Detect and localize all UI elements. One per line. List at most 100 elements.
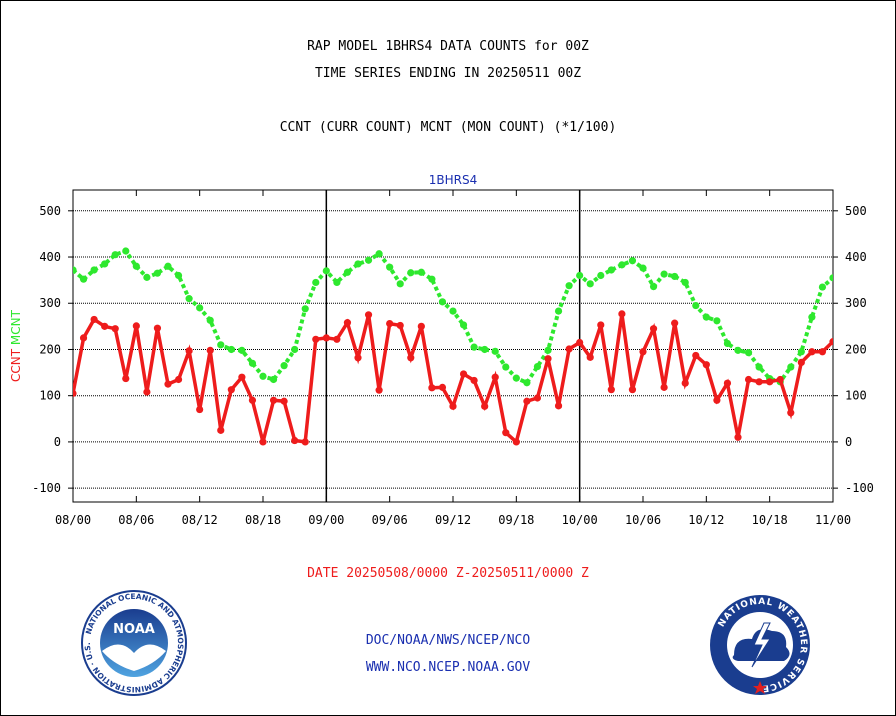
series-line-ccnt bbox=[73, 313, 833, 446]
data-point-ccnt bbox=[174, 375, 183, 384]
nws-logo: NATIONAL WEATHER SERVICE bbox=[710, 595, 810, 695]
y-tick-label-left: 400 bbox=[39, 250, 61, 264]
data-point-mcnt bbox=[79, 275, 88, 283]
data-point-ccnt bbox=[723, 379, 732, 387]
data-point-ccnt bbox=[618, 310, 626, 318]
data-point-mcnt bbox=[607, 266, 615, 274]
chart-title-line2: TIME SERIES ENDING IN 20250511 00Z bbox=[314, 66, 582, 81]
x-tick-label: 10/06 bbox=[625, 513, 661, 527]
plot-area bbox=[72, 189, 834, 503]
data-point-ccnt bbox=[502, 429, 510, 437]
data-point-mcnt bbox=[512, 374, 520, 382]
data-point-ccnt bbox=[829, 338, 833, 346]
data-point-mcnt bbox=[354, 260, 362, 268]
data-point-mcnt bbox=[523, 379, 531, 387]
data-point-ccnt bbox=[79, 334, 88, 342]
chart-title-line3: CCNT (CURR COUNT) MCNT (MON COUNT) (*1/1… bbox=[279, 120, 617, 135]
data-point-ccnt bbox=[364, 311, 373, 319]
data-point-mcnt bbox=[90, 266, 98, 274]
data-point-mcnt bbox=[312, 278, 320, 287]
data-point-ccnt bbox=[206, 346, 214, 354]
data-point-ccnt bbox=[354, 354, 362, 362]
y-tick-label-right: 500 bbox=[845, 204, 867, 218]
data-point-ccnt bbox=[597, 321, 605, 329]
data-point-mcnt bbox=[280, 362, 288, 370]
x-tick-label: 08/06 bbox=[118, 513, 154, 527]
date-range-label: DATE 20250508/0000 Z-20250511/0000 Z bbox=[307, 566, 589, 581]
y-tick-label-right: 200 bbox=[845, 342, 867, 356]
data-point-ccnt bbox=[291, 436, 299, 445]
data-point-mcnt bbox=[269, 375, 278, 384]
data-point-mcnt bbox=[101, 260, 109, 268]
data-point-mcnt bbox=[586, 280, 594, 288]
data-point-ccnt bbox=[396, 321, 404, 330]
y-tick-label-left: 200 bbox=[39, 342, 61, 356]
data-point-mcnt bbox=[554, 307, 563, 315]
data-point-mcnt bbox=[143, 273, 151, 281]
data-point-ccnt bbox=[565, 345, 573, 353]
data-point-mcnt bbox=[196, 304, 204, 312]
data-point-ccnt bbox=[269, 396, 278, 404]
y-axis-label-mcnt: MCNT bbox=[9, 309, 23, 345]
data-point-mcnt bbox=[639, 264, 647, 272]
data-point-mcnt bbox=[671, 272, 679, 281]
data-point-mcnt bbox=[702, 313, 710, 321]
data-point-ccnt bbox=[90, 315, 98, 324]
data-point-ccnt bbox=[343, 319, 352, 327]
data-point-mcnt bbox=[692, 301, 700, 310]
data-point-mcnt bbox=[597, 271, 605, 280]
data-point-mcnt bbox=[449, 307, 457, 315]
data-point-mcnt bbox=[122, 247, 130, 255]
data-point-ccnt bbox=[122, 374, 130, 383]
data-point-ccnt bbox=[797, 358, 805, 367]
data-point-mcnt bbox=[744, 349, 753, 357]
data-point-ccnt bbox=[692, 351, 700, 360]
data-point-mcnt bbox=[238, 346, 246, 354]
data-point-ccnt bbox=[459, 370, 468, 378]
data-point-mcnt bbox=[533, 362, 542, 371]
data-point-mcnt bbox=[713, 317, 721, 325]
data-point-ccnt bbox=[312, 335, 320, 343]
data-point-ccnt bbox=[73, 389, 77, 397]
data-point-ccnt bbox=[196, 405, 204, 414]
data-point-mcnt bbox=[301, 305, 309, 313]
data-point-mcnt bbox=[375, 250, 383, 258]
y-tick-label-right: 400 bbox=[845, 250, 867, 264]
y-tick-label-left: 100 bbox=[39, 389, 61, 403]
y-tick-label-right: -100 bbox=[845, 481, 874, 495]
data-point-mcnt bbox=[723, 339, 732, 348]
data-point-ccnt bbox=[755, 378, 763, 386]
data-point-ccnt bbox=[481, 402, 489, 410]
data-point-mcnt bbox=[628, 257, 637, 265]
data-point-ccnt bbox=[227, 386, 235, 394]
x-tick-label: 09/12 bbox=[435, 513, 471, 527]
data-point-mcnt bbox=[470, 343, 478, 351]
data-point-ccnt bbox=[554, 402, 563, 410]
data-point-mcnt bbox=[734, 346, 742, 354]
data-point-ccnt bbox=[375, 386, 383, 394]
data-point-ccnt bbox=[217, 426, 225, 434]
x-tick-label: 09/06 bbox=[372, 513, 408, 527]
y-tick-label-left: -100 bbox=[32, 481, 61, 495]
data-point-ccnt bbox=[449, 402, 457, 410]
x-tick-label: 08/18 bbox=[245, 513, 281, 527]
data-point-mcnt bbox=[227, 345, 235, 354]
noaa-logo-label: NOAA bbox=[113, 622, 155, 637]
org-path-label: DOC/NOAA/NWS/NCEP/NCO bbox=[365, 633, 531, 648]
data-point-mcnt bbox=[787, 363, 795, 371]
data-point-mcnt bbox=[386, 263, 394, 271]
y-tick-label-right: 300 bbox=[845, 296, 867, 310]
data-point-ccnt bbox=[470, 376, 478, 385]
data-point-mcnt bbox=[565, 282, 573, 290]
data-point-ccnt bbox=[533, 394, 542, 402]
website-label: WWW.NCO.NCEP.NOAA.GOV bbox=[365, 660, 531, 675]
data-point-ccnt bbox=[671, 319, 679, 327]
data-point-ccnt bbox=[713, 396, 721, 404]
data-point-mcnt bbox=[259, 372, 267, 380]
data-point-ccnt bbox=[185, 347, 193, 355]
data-point-ccnt bbox=[586, 353, 594, 361]
data-point-ccnt bbox=[301, 438, 309, 446]
data-point-ccnt bbox=[153, 324, 162, 332]
data-point-ccnt bbox=[238, 373, 246, 381]
